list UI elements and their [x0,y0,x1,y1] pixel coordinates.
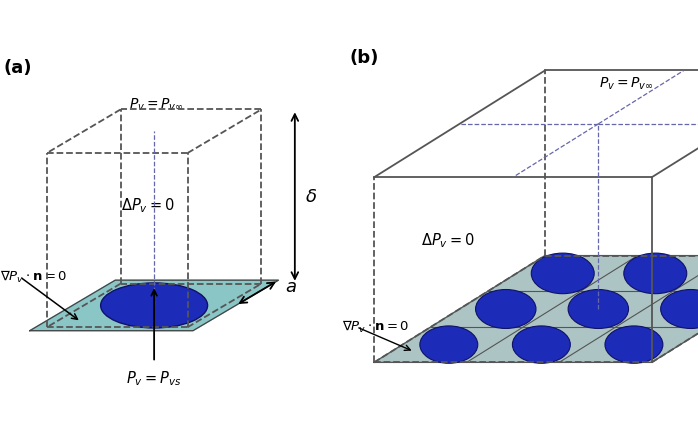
Ellipse shape [531,253,594,293]
Text: $P_v = P_{v\infty}$: $P_v = P_{v\infty}$ [129,97,184,114]
Ellipse shape [568,290,628,329]
Text: (a): (a) [3,59,32,77]
Text: (b): (b) [349,49,378,67]
Ellipse shape [101,283,207,328]
Ellipse shape [661,290,698,329]
Ellipse shape [512,326,570,363]
Polygon shape [374,256,698,363]
Text: $P_v = P_{vs}$: $P_v = P_{vs}$ [126,369,181,388]
Text: $a$: $a$ [285,278,297,296]
Text: $\nabla P_v \cdot \mathbf{n}{=}0$: $\nabla P_v \cdot \mathbf{n}{=}0$ [0,269,67,285]
Ellipse shape [624,253,687,293]
Ellipse shape [420,326,477,363]
Text: $\nabla P_v \cdot \mathbf{n}{=}0$: $\nabla P_v \cdot \mathbf{n}{=}0$ [342,319,409,335]
Text: $\delta$: $\delta$ [305,187,317,205]
Polygon shape [30,280,279,331]
Ellipse shape [605,326,663,363]
Text: $\Delta P_v{=}0$: $\Delta P_v{=}0$ [121,196,174,215]
Ellipse shape [475,290,536,329]
Text: $P_v = P_{v\infty}$: $P_v = P_{v\infty}$ [600,75,654,92]
Text: $\Delta P_v{=}0$: $\Delta P_v{=}0$ [421,231,475,250]
